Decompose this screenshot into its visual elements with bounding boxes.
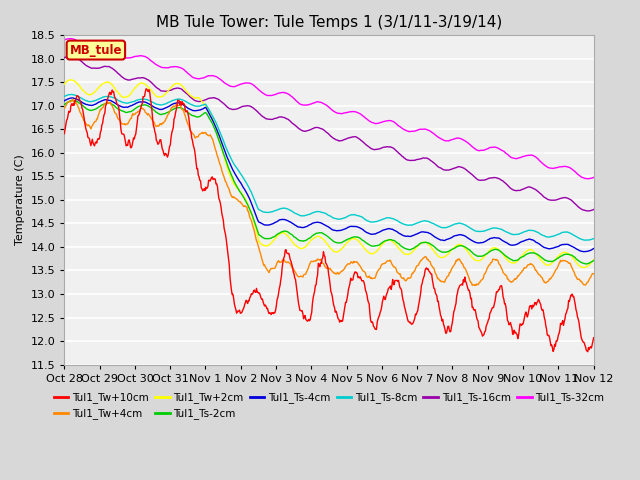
Legend: Tul1_Tw+10cm, Tul1_Tw+4cm, Tul1_Tw+2cm, Tul1_Ts-2cm, Tul1_Ts-4cm, Tul1_Ts-8cm, T: Tul1_Tw+10cm, Tul1_Tw+4cm, Tul1_Tw+2cm, … bbox=[50, 388, 609, 423]
Text: MB_tule: MB_tule bbox=[70, 44, 122, 57]
Y-axis label: Temperature (C): Temperature (C) bbox=[15, 155, 25, 245]
Title: MB Tule Tower: Tule Temps 1 (3/1/11-3/19/14): MB Tule Tower: Tule Temps 1 (3/1/11-3/19… bbox=[156, 15, 502, 30]
